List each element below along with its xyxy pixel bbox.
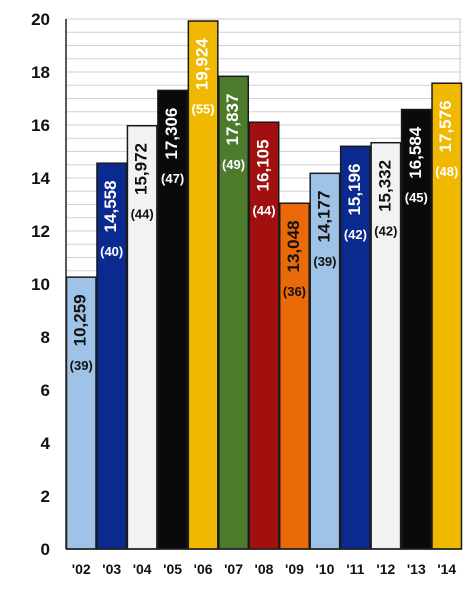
bar-value-label: 19,924 xyxy=(193,38,212,91)
bar-value-label: 15,196 xyxy=(345,164,364,216)
bar-count-label: (39) xyxy=(313,254,336,269)
bar-group: 17,576 (48) xyxy=(431,82,463,550)
bar-group: 15,972 (44) xyxy=(126,124,158,550)
bar xyxy=(339,145,371,550)
x-tick-label: '03 xyxy=(102,561,121,577)
y-tick-label: 16 xyxy=(31,116,50,135)
y-tick-label: 14 xyxy=(31,169,50,188)
bar-group: 15,196 (42) xyxy=(339,145,371,550)
y-tick-label: 6 xyxy=(41,381,50,400)
bar-count-label: (39) xyxy=(70,358,93,373)
bar-group: 13,048 (36) xyxy=(278,202,310,550)
x-tick-label: '12 xyxy=(376,561,395,577)
bar-count-label: (47) xyxy=(161,171,184,186)
bar xyxy=(218,75,250,550)
x-axis-ticks: '02 '03 '04 '05 '06 '07 '08 '09 '10 '11 '12 '13 '14 xyxy=(72,561,457,577)
bar-value-label: 10,259 xyxy=(71,294,90,346)
bar-group: 15,332 (42) xyxy=(370,141,402,550)
x-tick-label: '02 xyxy=(72,561,91,577)
y-tick-label: 4 xyxy=(41,434,51,453)
bar-value-label: 17,837 xyxy=(223,94,242,146)
x-tick-label: '13 xyxy=(407,561,426,577)
bar-count-label: (42) xyxy=(374,223,397,238)
bar-count-label: (36) xyxy=(283,284,306,299)
bar xyxy=(157,89,189,550)
bar xyxy=(65,276,97,550)
bar-count-label: (49) xyxy=(222,157,245,172)
x-tick-label: '05 xyxy=(163,561,182,577)
bar-group: 17,837 (49) xyxy=(218,75,250,550)
y-tick-label: 12 xyxy=(31,222,50,241)
bar-value-label: 16,584 xyxy=(406,126,425,179)
bar-count-label: (45) xyxy=(405,190,428,205)
bar-group: 19,924 (55) xyxy=(187,20,219,550)
x-tick-label: '11 xyxy=(346,561,364,577)
y-tick-label: 18 xyxy=(31,63,50,82)
x-tick-label: '14 xyxy=(437,561,456,577)
bar-value-label: 15,972 xyxy=(132,143,151,195)
bar xyxy=(431,82,463,550)
bar-value-label: 17,576 xyxy=(436,100,455,152)
bar-value-label: 17,306 xyxy=(162,108,181,160)
bar-count-label: (44) xyxy=(131,206,154,221)
bar-group: 16,105 (44) xyxy=(248,121,280,550)
bar-group: 16,584 (45) xyxy=(400,108,432,550)
y-tick-label: 2 xyxy=(41,487,50,506)
bar-value-label: 16,105 xyxy=(253,139,272,191)
bar-count-label: (42) xyxy=(344,227,367,242)
bar-group: 14,558 (40) xyxy=(96,162,128,550)
bar xyxy=(126,124,158,550)
x-tick-label: '06 xyxy=(194,561,213,577)
y-tick-label: 20 xyxy=(31,10,50,29)
bar xyxy=(370,141,402,550)
bar-count-label: (48) xyxy=(435,164,458,179)
bar-value-label: 15,332 xyxy=(375,160,394,212)
y-tick-label: 10 xyxy=(31,275,50,294)
bar-value-label: 14,558 xyxy=(101,180,120,232)
bar-group: 17,306 (47) xyxy=(157,89,189,550)
y-axis-ticks: 0 2 4 6 8 10 12 14 16 18 20 xyxy=(31,10,50,559)
x-tick-label: '10 xyxy=(315,561,334,577)
y-tick-label: 0 xyxy=(41,540,50,559)
bar-count-label: (55) xyxy=(192,102,215,117)
bar xyxy=(400,108,432,550)
bar-count-label: (44) xyxy=(252,203,275,218)
bar-value-label: 14,177 xyxy=(314,191,333,243)
bars: 10,259 (39) 14,558 (40) 15,972 (44) 17,306 (47)… xyxy=(65,20,463,550)
y-tick-label: 8 xyxy=(41,328,50,347)
x-tick-label: '07 xyxy=(224,561,243,577)
bar xyxy=(96,162,128,550)
x-tick-label: '04 xyxy=(133,561,152,577)
x-tick-label: '09 xyxy=(285,561,304,577)
bar xyxy=(278,202,310,550)
bar-value-label: 13,048 xyxy=(284,220,303,272)
bar-count-label: (40) xyxy=(100,244,123,259)
bar-group: 14,177 (39) xyxy=(309,172,341,550)
x-tick-label: '08 xyxy=(255,561,274,577)
bar xyxy=(187,20,219,550)
bar-group: 10,259 (39) xyxy=(65,276,97,550)
